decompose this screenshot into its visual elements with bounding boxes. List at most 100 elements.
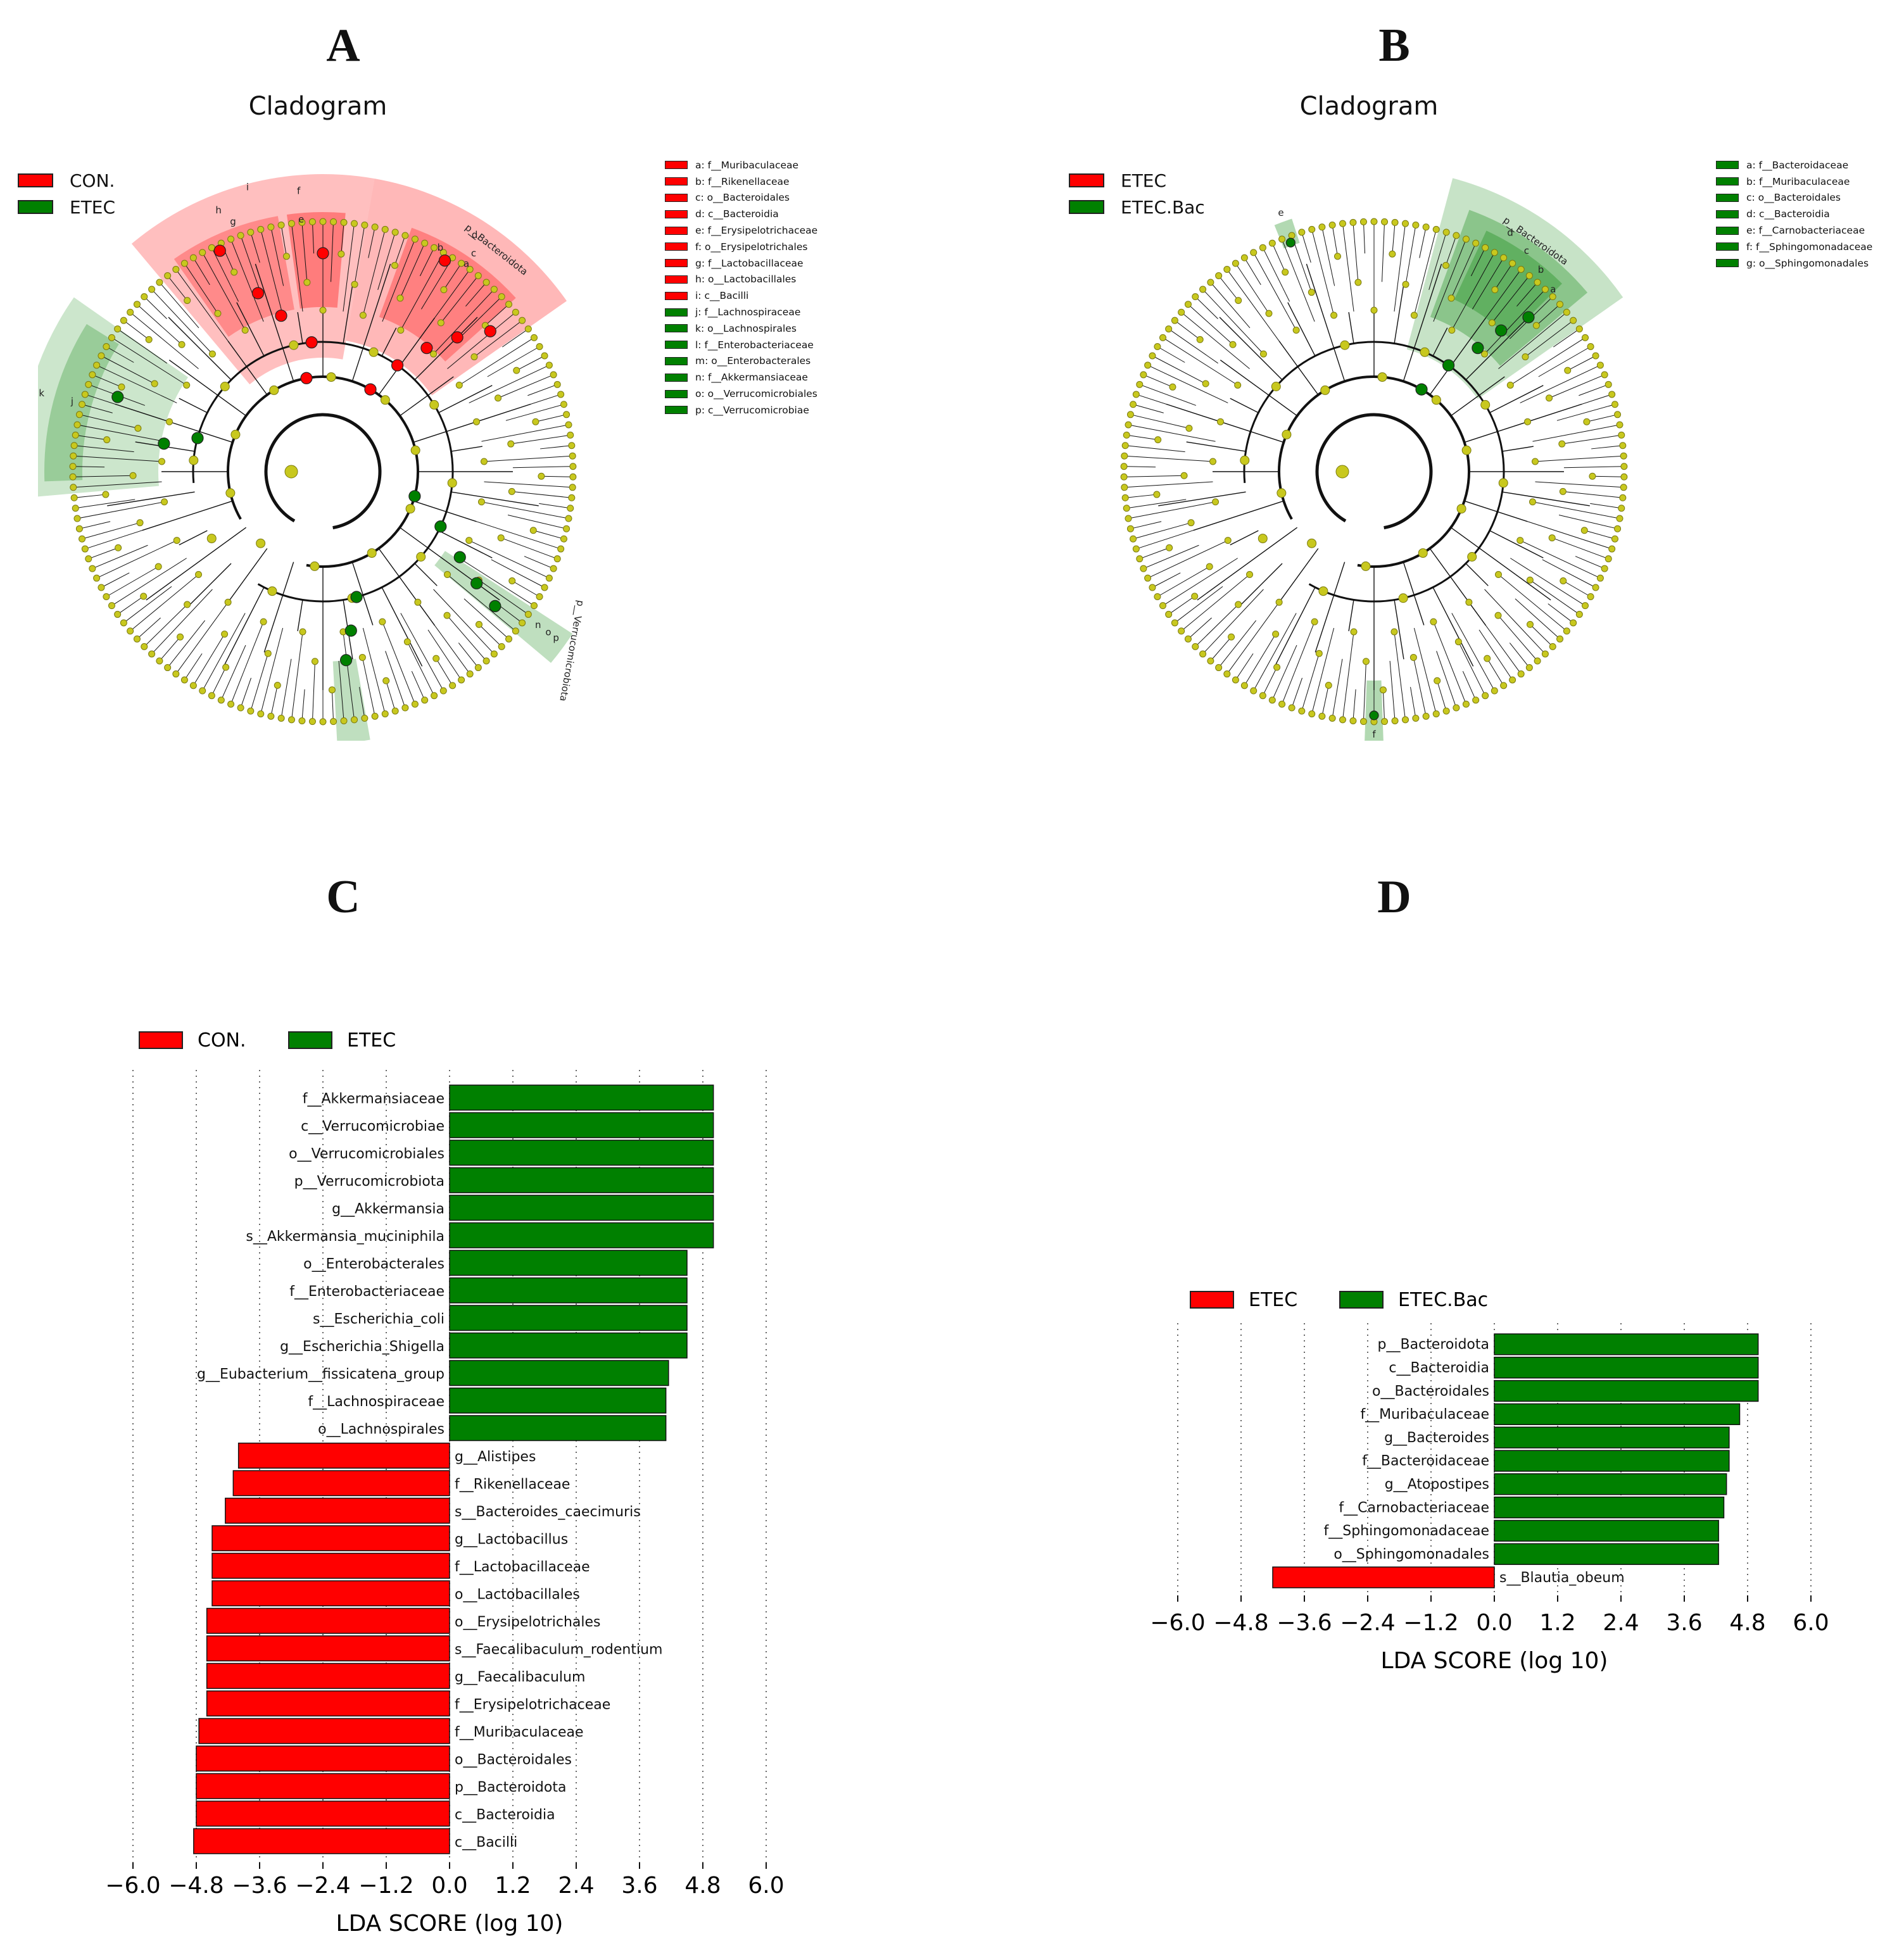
leaf-node [227,236,235,243]
leaf-node [127,308,134,316]
leaf-node [247,229,255,236]
highlight-node [391,359,404,372]
tree-branch [487,346,540,377]
tree-branch [540,445,572,449]
leaf-node [553,380,561,388]
inner-node [1166,544,1173,551]
tree-branch [179,398,208,413]
tree-arc [1278,375,1470,568]
tree-branch [407,641,435,696]
leaf-node [1178,627,1185,635]
leaf-node [1620,484,1627,491]
tree-branch [1262,667,1278,696]
clade-shading [1274,178,1623,741]
key-label: l: f__Enterobacteriaceae [695,339,814,351]
clade-label: j [70,396,73,407]
tree-branch [1536,304,1560,326]
leaf-node [1596,574,1604,582]
inner-node [1224,537,1232,544]
legend-swatch [1069,200,1104,214]
leaf-node [1611,401,1618,408]
inner-node [1516,537,1524,544]
leaf-node [1130,535,1137,543]
tree-branch [481,424,569,442]
key-swatch [1716,161,1739,170]
key-swatch [665,275,688,284]
panel-label-a: A [326,20,360,72]
tree-branch [1274,587,1316,667]
tree-branch [1394,631,1406,720]
tree-arc [192,341,454,603]
tree-branch [479,624,502,647]
clade-label: e [298,214,304,225]
tree-branch [1527,521,1612,550]
tree-branch [1186,441,1246,452]
leaf-node [114,610,122,618]
leaf-node [227,700,235,708]
inner-node [1418,548,1428,558]
leaf-node [330,718,337,726]
leaf-node [458,676,465,684]
highlight-node [438,254,451,267]
leaf-node [1288,232,1296,239]
leaf-node [1391,218,1399,226]
leaf-node [1601,565,1608,572]
tree-branch [1428,232,1447,290]
tree-branch [1489,385,1544,413]
tree-arc [1315,413,1433,530]
key-label: m: o__Enterobacterales [695,355,811,367]
leaf-node [545,574,553,582]
bar [449,1112,714,1138]
clade-label: f [297,185,301,197]
leaf-node [1482,244,1489,251]
clade-label: n [535,619,541,631]
key-label: a: f__Bacteroidaceae [1746,159,1849,171]
leaf-node [72,505,79,512]
key-item: c: o__Bacteroidales [1716,190,1872,206]
key-item: l: f__Enterobacteriaceae [665,337,817,353]
bar-label: g__Akkermansia [332,1201,444,1217]
inner-node [310,561,320,571]
key-item: f: o__Erysipelotrichales [665,239,817,255]
inner-node [473,418,481,425]
leaf-node [1500,682,1508,689]
leaf-node [381,710,389,718]
clade-sector [346,179,567,396]
key-swatch [665,356,688,365]
leaf-node [1121,494,1129,501]
leaf-node [361,714,369,722]
legend-swatch [1339,1291,1384,1309]
tree-branch [1271,644,1297,701]
tree-branch [301,222,308,283]
tree-branch [1591,445,1623,449]
tree-branch [175,269,229,341]
root-node [1335,465,1349,479]
tree-branch [1321,227,1335,286]
inner-node [396,294,404,302]
tree-branch [413,500,477,522]
tree-branch [1124,475,1185,477]
bar [449,1387,667,1414]
leaf-node [505,635,513,643]
legend-label: ETEC [347,1029,396,1052]
tree-branch [1590,503,1622,509]
key-item: a: f__Muribaculaceae [665,157,817,173]
tree-branch [1332,658,1343,719]
clade-label: e [1278,207,1283,218]
highlight-node [305,336,318,349]
bar-label: f__Akkermansiaceae [303,1091,444,1107]
key-swatch [1716,210,1739,218]
leaf-node [1402,716,1409,724]
key-swatch [1716,193,1739,202]
leaf-node [1412,714,1420,722]
tree-branch [484,455,573,462]
highlight-node [317,247,329,260]
tree-branch [1419,227,1427,258]
tree-branch [1311,229,1335,316]
leaf-node [1491,249,1498,256]
cladogram-b-legend: ETEC ETEC.Bac [1069,167,1205,220]
tree-branch [1301,653,1320,712]
highlight-node [420,342,433,355]
x-tick-label: 4.8 [1729,1610,1765,1636]
leaf-node [148,286,156,293]
